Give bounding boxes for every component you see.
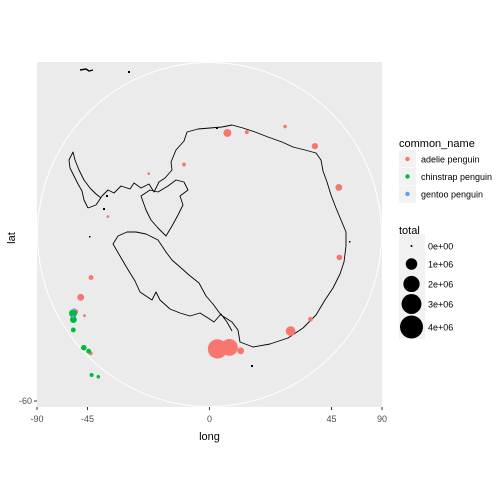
data-point [81, 344, 87, 351]
data-point [69, 309, 77, 318]
legend-title-common-name: common_name [399, 138, 475, 150]
data-point [70, 327, 76, 333]
legend-label: gentoo penguin [421, 190, 483, 200]
x-tick-label: 0 [207, 414, 212, 424]
legend-label: 2e+06 [428, 280, 453, 290]
data-point [221, 339, 238, 356]
peninsula-coastline [68, 151, 102, 209]
legend-common-name: common_name adelie penguin chinstrap peng… [399, 138, 492, 203]
data-point [96, 375, 101, 379]
legend-size-swatch [410, 245, 413, 247]
legend-size-swatch [405, 258, 418, 270]
y-tick-label: -60 [19, 396, 32, 406]
y-axis: -60 lat [6, 232, 37, 406]
data-point [71, 315, 75, 318]
data-point [147, 172, 150, 175]
data-point [237, 347, 245, 355]
legend-size-swatch [401, 294, 422, 314]
data-point [336, 254, 343, 261]
legend-size-swatch [400, 315, 423, 339]
legend-swatch [405, 191, 410, 197]
legend-label: 1e+06 [428, 260, 453, 270]
legend-size-swatch [403, 275, 420, 293]
data-point [86, 348, 92, 354]
x-tick-label: -90 [30, 414, 43, 424]
data-point [308, 316, 313, 322]
ice-shelf-edge [140, 179, 189, 237]
islands [89, 71, 351, 367]
legend-label: 0e+00 [428, 242, 453, 252]
graticule-circle [37, 62, 382, 407]
legend-swatch [405, 174, 410, 179]
points-layer [69, 124, 343, 379]
legend-label: 3e+06 [428, 300, 453, 310]
data-point [89, 373, 94, 377]
data-point [244, 130, 249, 135]
data-point [72, 308, 76, 311]
x-tick-label: -45 [81, 414, 94, 424]
data-point [69, 316, 77, 324]
data-point [283, 124, 287, 129]
data-point [77, 293, 85, 301]
x-axis: -90 -45 0 45 90 long [30, 407, 387, 443]
legend-label: adelie penguin [421, 155, 480, 165]
data-point [311, 142, 319, 150]
data-point [335, 183, 343, 191]
legend-label: 4e+06 [428, 323, 453, 333]
south-america-tip [79, 68, 94, 72]
x-axis-label: long [199, 431, 220, 443]
data-point [83, 314, 86, 318]
x-tick-label: 45 [326, 414, 336, 424]
data-point [223, 128, 232, 137]
data-point [182, 162, 186, 167]
legend-label: chinstrap penguin [421, 172, 492, 182]
data-point [285, 326, 296, 336]
y-axis-label: lat [6, 232, 18, 244]
data-point [88, 275, 94, 281]
legend-swatch [405, 156, 410, 162]
data-point [106, 215, 110, 219]
antarctica-coastline [87, 124, 347, 348]
plot-panel [37, 62, 382, 407]
x-tick-label: 90 [377, 414, 387, 424]
